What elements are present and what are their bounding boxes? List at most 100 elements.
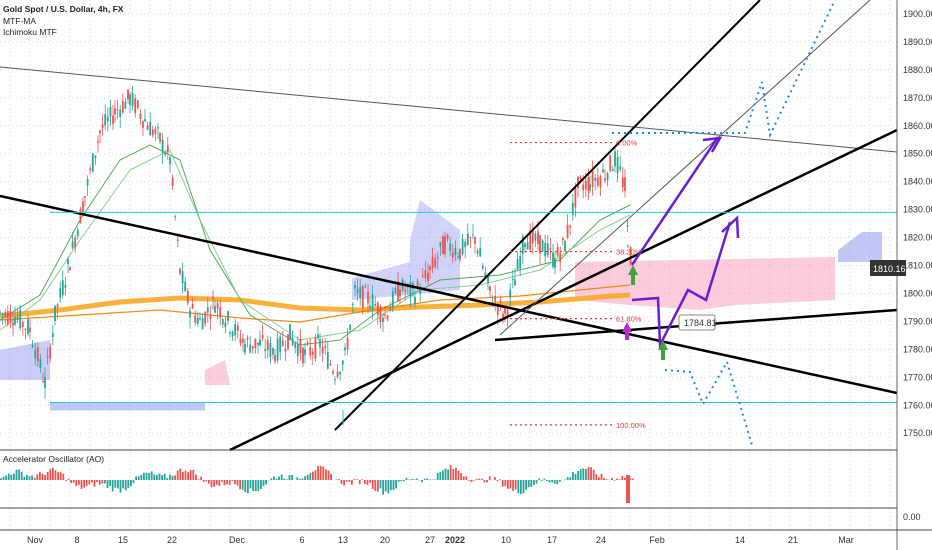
oscillator-bar (455, 467, 457, 480)
fib-label: 38.20% (616, 248, 642, 257)
candle-body (169, 157, 171, 165)
up-arrow-green (628, 265, 638, 285)
oscillator-bar (312, 471, 314, 480)
oscillator-bar (15, 469, 18, 480)
candle-body (61, 280, 64, 296)
candle-body (464, 241, 467, 248)
candle-body (171, 178, 174, 186)
candle-body (621, 177, 624, 188)
oscillator-bar (410, 478, 413, 480)
candle-body (309, 347, 312, 356)
candle-body (429, 266, 431, 271)
oscillator-bar (140, 474, 143, 480)
x-tick-label: Feb (649, 535, 665, 545)
oscillator-bar (33, 477, 36, 480)
candle-body (552, 252, 554, 267)
oscillator-bar (499, 479, 501, 480)
oscillator-bar (403, 480, 405, 481)
oscillator-bar (176, 470, 179, 480)
candle-body (541, 240, 544, 252)
x-tick-label: 21 (788, 535, 798, 545)
candle-body (404, 289, 407, 292)
oscillator-bar (7, 473, 10, 480)
oscillator-bar (23, 476, 26, 480)
candle-body (326, 351, 329, 369)
candle-body (219, 307, 222, 318)
candle-body (521, 236, 524, 254)
oscillator-bar (247, 480, 249, 494)
oscillator-bar (49, 469, 52, 480)
oscillator-bar (309, 473, 312, 480)
oscillator-bar (270, 478, 273, 480)
candle-body (231, 331, 234, 337)
candle-body (59, 288, 62, 298)
y-tick-label: 1780.00 (903, 344, 932, 354)
oscillator-bar (629, 478, 631, 480)
candle-body (461, 238, 464, 255)
x-tick-label: 10 (501, 535, 511, 545)
forecast-dotted-down (664, 359, 753, 446)
candle-body (21, 322, 24, 327)
oscillator-bar (169, 474, 171, 480)
oscillator-bar (569, 477, 572, 480)
candle-body (97, 141, 99, 143)
oscillator-bar (395, 480, 397, 489)
candle-body (371, 294, 374, 311)
y-tick-label: 1850.00 (903, 149, 932, 159)
candle-body (427, 272, 429, 282)
oscillator-bar (400, 480, 403, 482)
candle-body (534, 233, 537, 241)
oscillator-bar (202, 480, 205, 483)
oscillator-bar (187, 472, 189, 480)
candle-body (539, 235, 541, 254)
candle-body (397, 281, 399, 301)
oscillator-bar (613, 480, 616, 481)
oscillator-bar (322, 466, 325, 480)
oscillator-bar (239, 480, 241, 490)
candle-body (451, 252, 454, 258)
ma-green-light (0, 149, 631, 341)
oscillator-bar (252, 480, 254, 492)
candle-body (509, 289, 512, 298)
oscillator-bar (70, 480, 72, 484)
y-tick-label: 1870.00 (903, 93, 932, 103)
grid (0, 0, 897, 530)
candle-body (579, 176, 582, 181)
oscillator-bar (218, 480, 221, 486)
oscillator-bar (150, 471, 153, 480)
candle-body (69, 267, 71, 271)
oscillator-bar (262, 480, 265, 486)
candle-body (119, 109, 122, 117)
oscillator-bar (189, 469, 192, 480)
oscillator-bar (96, 480, 98, 483)
oscillator-bar (452, 468, 455, 480)
candle-body (269, 342, 272, 357)
oscillator-bar (468, 480, 470, 481)
candle-body (71, 241, 74, 248)
candle-body (164, 153, 167, 155)
candle-body (556, 246, 559, 257)
oscillator-bar (590, 467, 592, 480)
candle-body (367, 291, 369, 304)
candle-body (139, 113, 142, 119)
candle-body (129, 94, 131, 105)
oscillator-bar (600, 473, 603, 480)
oscillator-bar (39, 472, 41, 480)
candle-body (184, 281, 187, 292)
candle-body (242, 338, 244, 343)
candle-body (391, 291, 394, 308)
oscillator-bar (299, 478, 301, 480)
candle-body (261, 334, 264, 339)
arrowhead-up (702, 136, 723, 153)
candle-body (409, 282, 412, 297)
oscillator-bar (301, 478, 304, 480)
oscillator-bar (507, 480, 509, 489)
candle-body (127, 89, 129, 100)
candle-body (587, 177, 590, 192)
candle-body (112, 115, 114, 124)
candle-body (281, 340, 284, 346)
fib-label: 61.80% (616, 315, 642, 324)
candle-body (236, 325, 239, 331)
oscillator-bar (78, 480, 80, 485)
